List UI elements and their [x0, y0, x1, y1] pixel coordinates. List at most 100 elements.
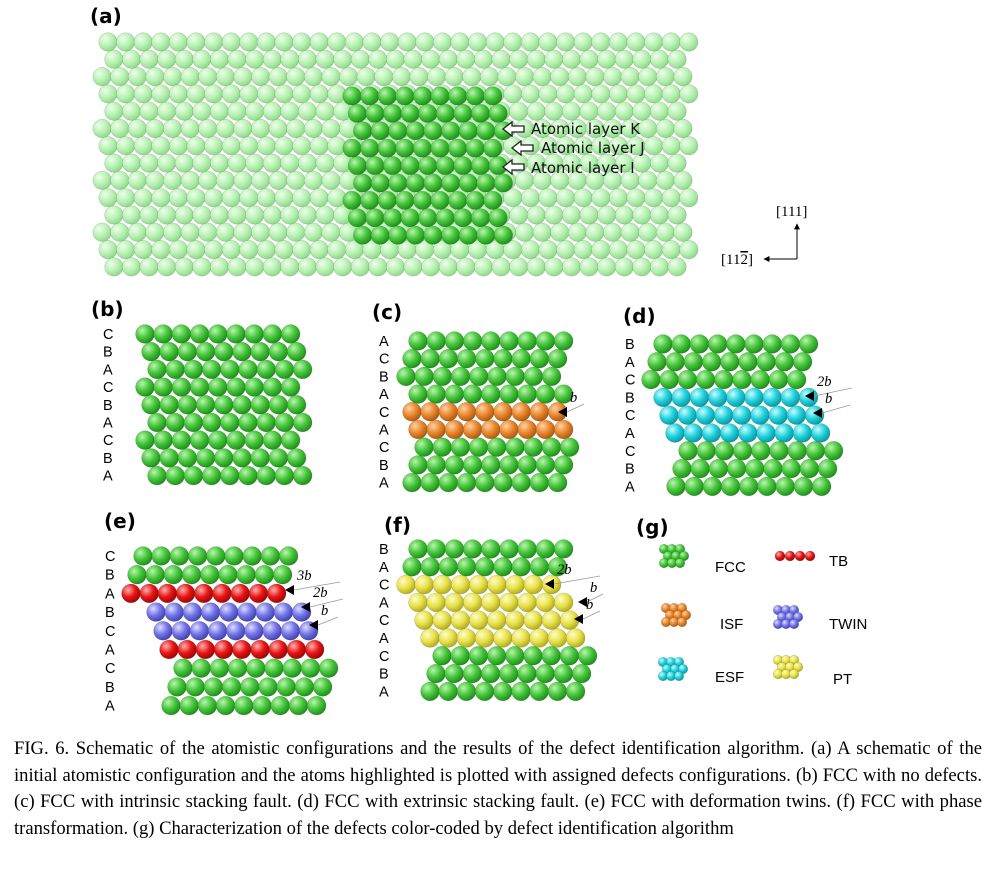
- atom-light: [174, 205, 194, 225]
- atom-light: [98, 84, 118, 104]
- atom-pt: [432, 610, 452, 630]
- atom-light: [245, 257, 265, 277]
- atom-pt: [541, 610, 562, 630]
- atom-fcc: [481, 539, 501, 559]
- atom-light: [620, 222, 640, 242]
- atom-light: [421, 49, 441, 69]
- atom-light: [145, 170, 165, 190]
- atom-light: [133, 136, 153, 156]
- atomic-layer-j-callout: Atomic layer J: [510, 139, 645, 157]
- atom-fcc: [475, 557, 495, 577]
- atom-fcc: [487, 366, 507, 387]
- atom-light: [403, 257, 423, 277]
- atom-fcc: [714, 369, 734, 390]
- atom-fcc: [292, 412, 313, 433]
- atom-fcc: [493, 557, 513, 577]
- atom-fcc: [517, 331, 537, 351]
- atom-fcc: [720, 476, 741, 497]
- atom-fcc: [173, 658, 193, 678]
- atom-light: [145, 222, 165, 242]
- atom-fcc: [744, 334, 764, 354]
- atom-fcc: [353, 225, 373, 245]
- atom-fcc: [774, 352, 795, 372]
- atom-light: [104, 205, 124, 225]
- atom-fcc: [462, 331, 483, 351]
- atom-fcc: [292, 465, 313, 486]
- atom-fcc: [493, 173, 513, 193]
- atom-fcc: [535, 331, 556, 351]
- atom-fcc: [227, 658, 248, 678]
- atom-light: [667, 257, 687, 277]
- atom-fcc: [167, 677, 187, 697]
- atom-fcc: [280, 324, 301, 344]
- atom-light: [644, 32, 664, 52]
- atom-light: [98, 188, 118, 208]
- atom-light: [333, 257, 353, 277]
- crystal-direction-axes: [111] [112]: [721, 204, 807, 268]
- atom-fcc: [246, 658, 266, 678]
- atom-light: [597, 101, 617, 121]
- atom-fcc: [708, 458, 729, 479]
- atom-twin: [164, 602, 184, 622]
- stacking-letter-C: C: [379, 613, 389, 629]
- atom-pt: [487, 574, 507, 595]
- atom-twin: [171, 621, 191, 641]
- burgers-leader-line: [317, 616, 339, 626]
- stacking-letter-C: C: [105, 549, 115, 565]
- atom-pt: [432, 574, 453, 595]
- atom-light: [133, 240, 153, 260]
- atom-isf: [475, 402, 495, 422]
- atom-fcc: [268, 395, 289, 415]
- atom-light: [92, 67, 112, 87]
- atom-pt: [474, 628, 495, 648]
- atom-fcc: [280, 430, 301, 450]
- atom-fcc: [535, 384, 556, 404]
- atom-fcc: [214, 342, 234, 362]
- atom-light: [98, 240, 118, 260]
- atom-fcc: [488, 103, 508, 123]
- atom-light: [368, 257, 388, 277]
- atom-light: [268, 67, 288, 87]
- atom-tb: [121, 583, 141, 604]
- atom-fcc: [286, 448, 307, 468]
- atom-fcc: [462, 663, 483, 684]
- atom-fcc: [571, 663, 592, 684]
- atom-light: [638, 222, 658, 242]
- atom-fcc: [511, 681, 531, 702]
- atom-light: [591, 240, 611, 260]
- atom-light: [661, 240, 681, 260]
- atom-light: [116, 84, 136, 104]
- atom-light: [139, 257, 159, 277]
- atom-fcc: [250, 395, 270, 415]
- atom-esf: [810, 423, 831, 443]
- atom-pt: [469, 574, 489, 595]
- atom-fcc: [458, 173, 478, 193]
- stacking-letter-C: C: [379, 405, 389, 421]
- atom-fcc: [799, 458, 820, 479]
- atom-esf: [683, 423, 703, 443]
- atom-fcc: [553, 384, 574, 404]
- atom-fcc: [702, 476, 723, 497]
- atom-fcc: [274, 359, 295, 380]
- atom-fcc: [405, 225, 425, 245]
- atom-fcc: [469, 366, 489, 387]
- atom-fcc: [493, 349, 513, 369]
- atom-fcc: [493, 225, 513, 245]
- atom-fcc: [232, 448, 252, 468]
- atom-light: [145, 67, 165, 87]
- atom-pt: [523, 610, 543, 630]
- atom-tb: [195, 639, 216, 660]
- atom-fcc: [360, 86, 380, 106]
- direction-up-label: [111]: [776, 204, 807, 220]
- atom-fcc: [674, 557, 686, 569]
- atom-light: [374, 67, 394, 87]
- atom-light: [503, 84, 523, 104]
- atom-fcc: [684, 476, 704, 497]
- burgers-vector-arrow: [813, 408, 822, 418]
- atom-esf: [726, 387, 746, 408]
- legend-twin-label: TWIN: [829, 616, 867, 633]
- atom-fcc: [462, 455, 483, 475]
- atom-fcc: [159, 448, 179, 468]
- atom-light: [544, 101, 564, 121]
